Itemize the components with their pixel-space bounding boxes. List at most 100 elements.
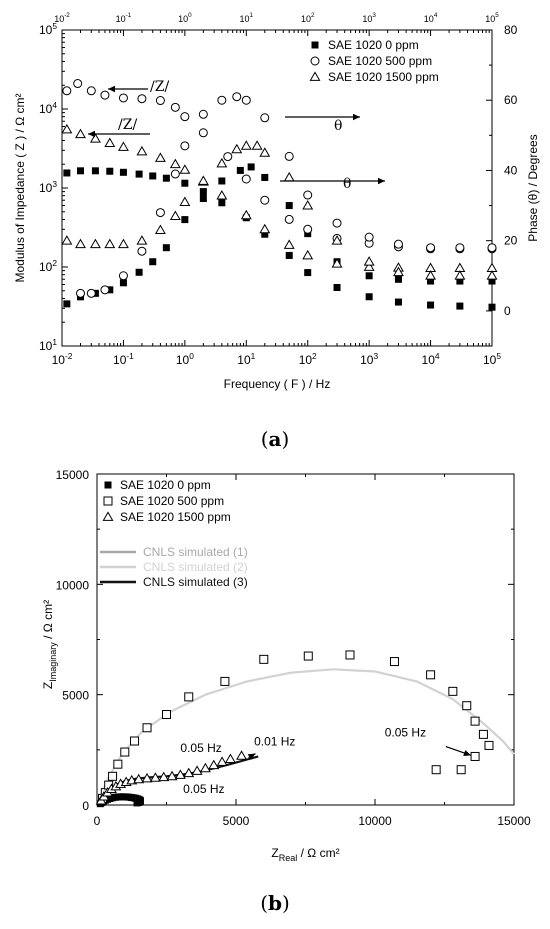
data-point (158, 771, 170, 782)
data-point (394, 298, 402, 306)
data-point (365, 293, 373, 301)
y-tick-label-base: 10 (39, 260, 53, 274)
x-top-tick-label-exponent: 0 (188, 12, 192, 19)
annotation-theta-500: θ (334, 118, 342, 134)
annotation-z-500: /Z/ (150, 79, 169, 95)
data-point (285, 202, 293, 210)
data-point (162, 174, 170, 182)
series-4 (75, 92, 497, 298)
data-point (231, 143, 243, 154)
y-tick-label-exponent: 4 (52, 100, 57, 110)
data-point (61, 123, 73, 134)
data-point (236, 166, 244, 174)
data-point (162, 244, 170, 252)
series-1 (63, 167, 496, 311)
data-point (303, 651, 313, 661)
x-top-tick-label-base: 10 (116, 14, 126, 24)
data-point (261, 173, 269, 181)
x-axis-label: ZReal / Ω cm² (271, 846, 339, 863)
data-point (456, 765, 466, 775)
x-top-tick-label-exponent: 1 (250, 12, 254, 19)
y-tick-label: 10000 (56, 578, 90, 592)
data-point (135, 170, 143, 178)
data-point (179, 196, 191, 206)
x-top-tick-label-base: 10 (301, 14, 311, 24)
annotation-theta-0: θ (343, 176, 351, 192)
annotation-arrow-theta-500-head (353, 113, 360, 121)
y2-axis-label: Phase (θ) / Degrees (526, 134, 540, 241)
x-top-tick-label: 101 (240, 12, 254, 24)
x-top-tick-label: 10-2 (54, 12, 70, 24)
legend-label: SAE 1020 1500 ppm (328, 70, 439, 84)
x-top-tick-label-exponent: -2 (64, 12, 70, 19)
x-tick-label: 10000 (358, 814, 392, 828)
annotation-arrow-z-1500-head (88, 130, 95, 138)
chart-a-bode: 10-210-210-110-1100100101101102102103103… (13, 12, 540, 451)
y-tick-label: 105 (39, 21, 57, 37)
data-point (75, 128, 86, 139)
data-point (104, 238, 116, 249)
data-point (251, 140, 263, 150)
x-top-tick-label-base: 10 (178, 14, 188, 24)
data-point (363, 256, 375, 266)
data-point (155, 96, 165, 106)
x-tick-label-base: 10 (237, 353, 251, 367)
data-point (241, 174, 251, 184)
data-point (240, 209, 252, 220)
x-tick-label: 0 (94, 814, 101, 828)
series-3 (62, 79, 497, 254)
y-tick-label: 101 (39, 337, 57, 353)
data-point (223, 152, 233, 162)
data-point (118, 93, 128, 103)
y-axis-label: Modulus of Impedance ( Z ) / Ω cm² (13, 93, 27, 282)
y-axis-label: ZImaginary / Ω cm² (41, 600, 58, 689)
y2-tick-label: 40 (504, 163, 518, 177)
data-point (133, 799, 141, 807)
cnls-fit-line (98, 668, 515, 799)
y-tick-label-base: 10 (39, 181, 53, 195)
x-tick-label: 105 (483, 351, 501, 367)
x-top-tick-label-base: 10 (485, 14, 495, 24)
data-point (183, 767, 195, 778)
data-point (169, 158, 181, 169)
x-axis-label-main: Z (271, 846, 278, 860)
data-point (478, 729, 488, 739)
data-point (236, 750, 248, 760)
x-top-tick-label: 10-1 (116, 12, 132, 24)
data-point (118, 271, 128, 281)
data-point (130, 736, 140, 746)
series-2 (63, 163, 496, 308)
y-tick-label: 102 (39, 258, 57, 274)
data-point (470, 751, 480, 761)
data-point (149, 172, 157, 180)
data-point (389, 657, 399, 667)
annotation-arrow-0-01hz-head (247, 753, 256, 760)
data-point (199, 762, 211, 773)
x-tick-label: 101 (237, 351, 255, 367)
x-top-tick-label-exponent: 5 (495, 12, 499, 19)
x-tick-label: 5000 (223, 814, 250, 828)
y-tick-label-exponent: 5 (52, 21, 57, 31)
annotation-0-05hz-0: 0.05 Hz (183, 782, 224, 796)
data-point (170, 102, 180, 112)
data-point (63, 169, 71, 177)
data-point (220, 676, 230, 686)
data-point (247, 163, 255, 171)
x-top-tick-label: 102 (301, 12, 315, 24)
data-point (259, 223, 271, 234)
x-tick-label-base: 10 (360, 353, 374, 367)
data-point (488, 277, 496, 285)
y-tick-label-exponent: 3 (52, 179, 57, 189)
data-point (302, 249, 314, 260)
data-point (304, 269, 312, 277)
data-point (117, 238, 129, 249)
data-point (218, 177, 226, 185)
data-point (283, 171, 295, 182)
data-point (75, 238, 86, 249)
data-point (470, 716, 480, 726)
legend-label: SAE 1020 0 ppm (328, 38, 419, 52)
data-point (284, 214, 294, 224)
annotation-arrow-theta-0-head (378, 177, 385, 185)
x-tick-label-base: 10 (113, 353, 127, 367)
